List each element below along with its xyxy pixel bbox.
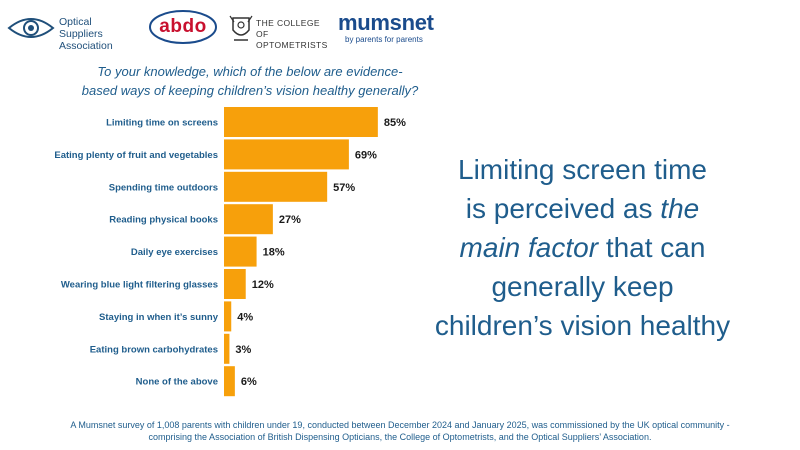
headline-line3-emphasis: main factor: [459, 232, 599, 263]
category-label-9: None of the above: [136, 377, 218, 388]
headline-line2-emphasis: the: [660, 193, 700, 224]
bar-8: [224, 333, 230, 364]
category-label-8: Eating brown carbohydrates: [90, 344, 218, 355]
bar-4: [224, 204, 273, 235]
headline-line3-text: that can: [598, 232, 706, 263]
category-label-1: Limiting time on screens: [106, 118, 218, 129]
value-label-4: 27%: [279, 214, 301, 226]
headline-line3: main factor that can: [395, 228, 770, 267]
category-label-3: Spending time outdoors: [109, 182, 218, 193]
bar-9: [224, 366, 235, 397]
abdo-swoosh-icon: [149, 10, 217, 44]
question-line2: based ways of keeping children’s vision …: [81, 83, 419, 98]
chart-question: To your knowledge, which of the below ar…: [40, 62, 460, 100]
eye-icon: [7, 18, 55, 38]
college-of-optometrists-logo: THE COLLEGE OF OPTOMETRISTS: [228, 12, 333, 50]
bar-3: [224, 171, 328, 202]
college-name-line2: OPTOMETRISTS: [256, 40, 328, 50]
category-label-5: Daily eye exercises: [131, 247, 218, 258]
value-label-2: 69%: [355, 149, 377, 161]
value-label-9: 6%: [241, 376, 257, 388]
logo-bar: Optical Suppliers Association abdo THE C…: [0, 0, 800, 55]
mumsnet-name: mumsnet: [338, 10, 434, 35]
footnote: A Mumsnet survey of 1,008 parents with c…: [0, 419, 800, 443]
footnote-line2: comprising the Association of British Di…: [148, 432, 652, 442]
category-label-2: Eating plenty of fruit and vegetables: [54, 150, 218, 161]
value-label-3: 57%: [333, 182, 355, 194]
abdo-name: abdo: [159, 16, 207, 37]
value-label-1: 85%: [384, 117, 406, 129]
bar-1: [224, 107, 378, 137]
bar-2: [224, 139, 349, 170]
osa-name-line1: Optical Suppliers: [59, 16, 103, 40]
category-label-4: Reading physical books: [109, 215, 218, 226]
college-name-line1: THE COLLEGE OF: [256, 18, 320, 39]
headline-line2-text: is perceived as: [465, 193, 661, 224]
question-line1: To your knowledge, which of the below ar…: [97, 64, 403, 79]
value-label-6: 12%: [252, 279, 274, 291]
value-label-8: 3%: [235, 344, 251, 356]
category-label-6: Wearing blue light filtering glasses: [61, 280, 218, 291]
bar-6: [224, 269, 246, 299]
bar-5: [224, 236, 257, 267]
headline: Limiting screen time is perceived as the…: [395, 150, 770, 345]
mumsnet-tagline: by parents for parents: [345, 35, 423, 44]
value-label-5: 18%: [263, 247, 285, 259]
value-label-7: 4%: [237, 311, 253, 323]
osa-name-line2: Association: [59, 40, 113, 52]
optical-suppliers-association-logo: Optical Suppliers Association: [6, 12, 136, 52]
crest-icon: [229, 15, 253, 41]
mumsnet-logo: mumsnet by parents for parents: [338, 10, 438, 46]
footnote-line1: A Mumsnet survey of 1,008 parents with c…: [70, 420, 730, 430]
headline-line1: Limiting screen time: [458, 154, 707, 185]
category-label-7: Staying in when it’s sunny: [99, 312, 219, 323]
headline-line5: children’s vision healthy: [434, 310, 731, 341]
headline-line4: generally keep: [491, 271, 674, 302]
bar-7: [224, 301, 232, 332]
headline-line2: is perceived as the: [395, 189, 770, 228]
abdo-logo: abdo: [148, 9, 218, 45]
